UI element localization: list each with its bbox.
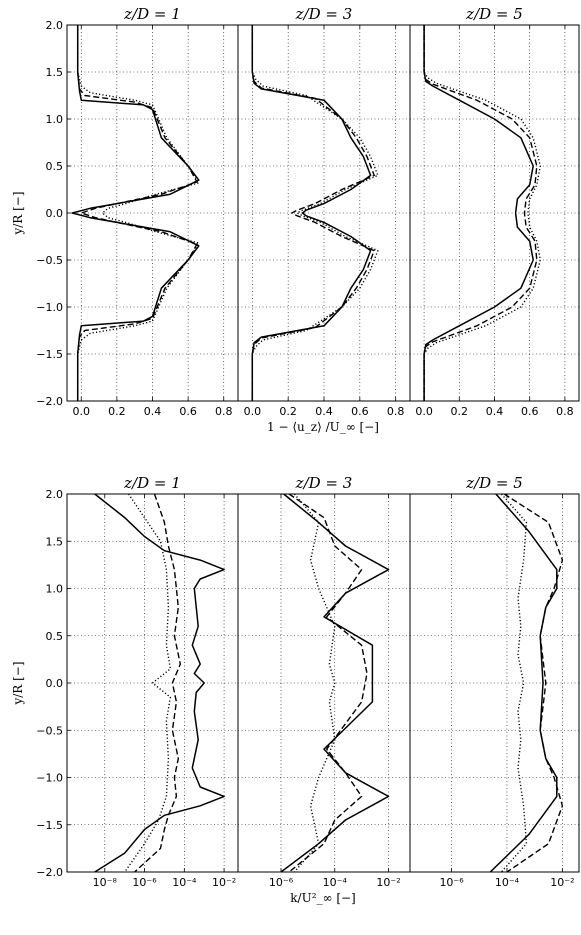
y-tick-label: −1.0: [36, 772, 63, 785]
y-tick-label: 0.5: [46, 630, 64, 643]
x-tick-label: 10⁻⁴: [495, 876, 520, 889]
x-tick-label: 10⁻⁴: [323, 876, 348, 889]
series-line-dashed: [503, 493, 564, 873]
y-tick-label: −1.5: [36, 348, 63, 361]
panel-3: 0.0 0.2 0.4 0.6 0.8 z/D = 5: [409, 5, 580, 418]
y-tick-label: 1.0: [46, 113, 64, 126]
panel-title: z/D = 5: [465, 5, 523, 23]
grid: [67, 494, 238, 872]
x-tick-label: 0.8: [387, 405, 405, 418]
x-tick-label: 10⁻²: [376, 876, 400, 889]
x-tick-label: 0.6: [179, 405, 197, 418]
y-tick-label: −1.0: [36, 301, 63, 314]
grid: [67, 25, 238, 401]
series-group: [251, 25, 379, 401]
grid: [238, 25, 410, 401]
y-tick-label: 2.0: [46, 488, 64, 501]
y-tick-label: 0.0: [46, 207, 64, 220]
series-group: [71, 25, 200, 401]
y-tick-label: 1.0: [46, 583, 64, 596]
x-tick-label: 0.2: [108, 405, 126, 418]
series-line-solid: [423, 25, 534, 401]
series-line-dotted: [251, 25, 379, 401]
y-axis-label: y/R [−]: [11, 661, 25, 705]
grid: [410, 25, 579, 401]
y-axis-label: y/R [−]: [11, 191, 25, 235]
x-axis-label: 1 − ⟨u_z⟩ /U_∞ [−]: [267, 420, 379, 434]
x-tick-label: 10⁻⁶: [439, 876, 464, 889]
y-tick-label: −2.0: [36, 866, 63, 879]
y-tick-label: −0.5: [36, 724, 63, 737]
panel-frame: [409, 24, 580, 402]
y-tick-label: 2.0: [46, 19, 64, 32]
series-line-dotted: [293, 493, 336, 873]
y-tick-label: 0.5: [46, 160, 64, 173]
series-group: [94, 493, 225, 873]
x-axis-label: k/U²_∞ [−]: [290, 891, 355, 905]
series-line-solid: [94, 493, 225, 873]
series-group: [423, 25, 541, 401]
y-tick-label: −0.5: [36, 254, 63, 267]
x-tick-label: 0.4: [315, 405, 333, 418]
series-line-solid: [489, 493, 558, 873]
panel-frame: [237, 493, 411, 873]
series-line-dotted: [423, 25, 541, 401]
grid: [410, 494, 579, 872]
y-tick-label: −1.5: [36, 819, 63, 832]
y-tick-label: 0.0: [46, 677, 64, 690]
panel-1: 10⁻⁸ 10⁻⁶ 10⁻⁴ 10⁻² z/D = 1: [66, 474, 239, 889]
panel-frame: [409, 493, 580, 873]
series-group: [489, 493, 564, 873]
series-line-dashed: [77, 25, 198, 401]
x-tick-label: 0.2: [451, 405, 469, 418]
x-tick-label: 10⁻²: [212, 876, 236, 889]
series-line-dashed: [423, 25, 538, 401]
x-tick-label: 10⁻⁶: [132, 876, 157, 889]
x-tick-label: 0.8: [215, 405, 233, 418]
x-tick-label: 0.4: [486, 405, 504, 418]
series-group: [280, 493, 390, 873]
series-line-dashed: [134, 493, 181, 873]
panel-3: 10⁻⁶ 10⁻⁴ 10⁻² z/D = 5: [409, 474, 580, 889]
x-tick-label: 0.0: [244, 405, 262, 418]
x-tick-label: 0.6: [351, 405, 369, 418]
series-line-solid: [280, 493, 390, 873]
x-tick-label: 0.8: [556, 405, 574, 418]
x-tick-label: 10⁻⁴: [172, 876, 197, 889]
x-tick-label: 0.2: [279, 405, 297, 418]
x-tick-label: 0.4: [144, 405, 162, 418]
y-tick-label: 1.5: [46, 66, 64, 79]
panel-1: 0.0 0.2 0.4 0.6 0.8 z/D = 1: [66, 5, 239, 418]
panel-title: z/D = 3: [295, 5, 353, 23]
x-tick-label: 0.6: [521, 405, 539, 418]
x-tick-label: 10⁻⁶: [269, 876, 294, 889]
series-line-dotted: [500, 493, 528, 873]
y-tick-label: −2.0: [36, 395, 63, 408]
x-tick-label: 0.0: [415, 405, 433, 418]
x-tick-label: 0.0: [73, 405, 91, 418]
panel-2: 0.0 0.2 0.4 0.6 0.8 z/D = 3: [237, 5, 411, 418]
mean-velocity-chart: 0.0 0.2 0.4 0.6 0.8 z/D = 1 0.0 0.2 0.4 0.6 0.8 z/D…: [11, 5, 580, 434]
series-line-solid: [251, 25, 372, 401]
panel-2: 10⁻⁶ 10⁻⁴ 10⁻² z/D = 3: [237, 474, 411, 889]
panel-title: z/D = 1: [123, 5, 181, 23]
series-line-dotted: [124, 493, 172, 873]
tke-chart: 10⁻⁸ 10⁻⁶ 10⁻⁴ 10⁻² z/D = 1 10⁻⁶ 10⁻⁴ 10⁻² z/D =…: [11, 474, 580, 905]
series-line-dashed: [288, 493, 368, 873]
x-tick-label: 10⁻⁸: [93, 876, 118, 889]
panel-title: z/D = 3: [295, 474, 353, 492]
series-line-dashed: [251, 25, 375, 401]
panel-title: z/D = 1: [123, 474, 181, 492]
series-line-solid: [71, 25, 200, 401]
panel-title: z/D = 5: [465, 474, 523, 492]
y-tick-label: 1.5: [46, 535, 64, 548]
x-tick-label: 10⁻²: [550, 876, 574, 889]
grid: [238, 494, 410, 872]
